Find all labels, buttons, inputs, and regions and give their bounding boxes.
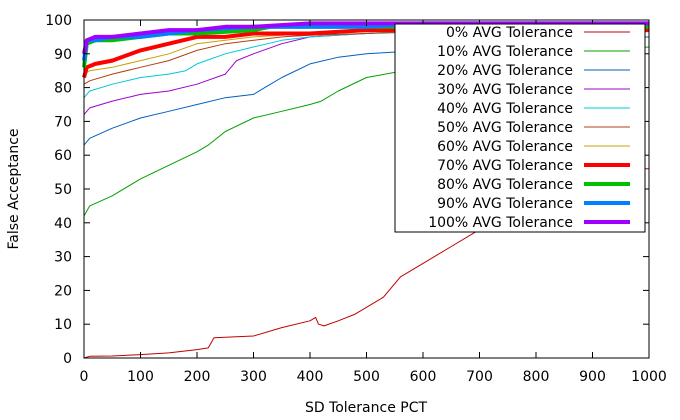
legend-label: 10% AVG Tolerance [437, 44, 573, 60]
y-tick-label: 0 [63, 351, 72, 367]
x-tick-label: 800 [523, 369, 550, 385]
x-tick-label: 300 [240, 369, 267, 385]
y-tick-label: 70 [54, 114, 72, 130]
y-tick-label: 20 [54, 283, 72, 299]
legend-label: 0% AVG Tolerance [446, 25, 573, 41]
y-tick-label: 30 [54, 250, 72, 266]
tick-layer: 0 100 200 300 400 500 600 700 800 900 1000 0 10 20 30 4… [45, 13, 667, 385]
y-tick-label: 90 [54, 47, 72, 63]
y-tick-label: 10 [54, 317, 72, 333]
legend-label: 90% AVG Tolerance [437, 196, 573, 212]
legend-label: 80% AVG Tolerance [437, 177, 573, 193]
legend-label: 30% AVG Tolerance [437, 82, 573, 98]
y-tick-label: 50 [54, 182, 72, 198]
legend-label: 20% AVG Tolerance [437, 63, 573, 79]
legend-label: 40% AVG Tolerance [437, 101, 573, 117]
x-tick-label: 700 [466, 369, 493, 385]
x-tick-label: 200 [184, 369, 211, 385]
legend-box [394, 23, 646, 233]
x-tick-label: 1000 [631, 369, 667, 385]
legend: 0% AVG Tolerance 10% AVG Tolerance 20% AVG… [394, 23, 646, 233]
y-tick-label: 80 [54, 81, 72, 97]
x-axis-label: SD Tolerance PCT [305, 400, 428, 416]
y-tick-label: 100 [45, 13, 72, 29]
x-tick-label: 400 [297, 369, 324, 385]
x-tick-label: 500 [353, 369, 380, 385]
legend-label: 70% AVG Tolerance [437, 158, 573, 174]
y-axis-label: False Acceptance [6, 128, 22, 249]
series-line-10 [82, 21, 649, 55]
legend-label: 50% AVG Tolerance [437, 120, 573, 136]
legend-label: 100% AVG Tolerance [428, 215, 573, 231]
y-tick-label: 40 [54, 216, 72, 232]
x-tick-label: 900 [579, 369, 606, 385]
y-tick-label: 60 [54, 148, 72, 164]
legend-label: 60% AVG Tolerance [437, 139, 573, 155]
x-tick-label: 100 [127, 369, 154, 385]
x-tick-label: 600 [410, 369, 437, 385]
x-tick-label: 0 [80, 369, 89, 385]
